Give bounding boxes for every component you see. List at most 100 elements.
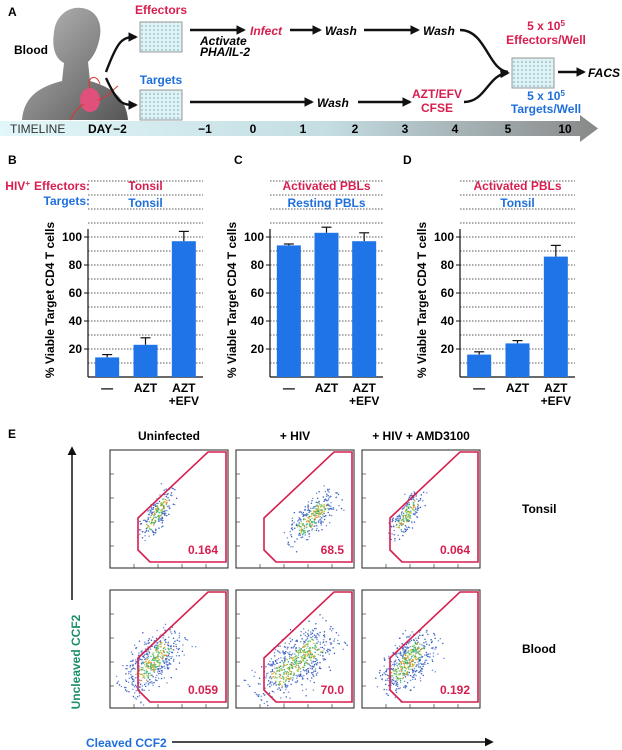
event-dot bbox=[284, 646, 287, 649]
gate bbox=[389, 591, 479, 703]
event-dot bbox=[147, 677, 150, 679]
event-dot bbox=[391, 678, 393, 681]
event-dot bbox=[259, 683, 261, 685]
event-dot bbox=[303, 674, 305, 677]
event-dot bbox=[404, 504, 407, 507]
event-dot bbox=[151, 682, 153, 685]
event-dot bbox=[161, 512, 163, 515]
event-dot bbox=[399, 679, 402, 682]
event-dot bbox=[166, 660, 168, 663]
event-dot bbox=[301, 676, 304, 679]
event-dot bbox=[301, 533, 304, 536]
event-dot bbox=[316, 636, 318, 639]
event-dot bbox=[129, 671, 132, 673]
event-dot bbox=[406, 513, 408, 516]
event-dot bbox=[283, 692, 285, 694]
event-dot bbox=[311, 638, 313, 641]
event-dot bbox=[172, 637, 175, 640]
event-dot bbox=[322, 657, 324, 660]
event-dot bbox=[417, 646, 419, 649]
event-dot bbox=[115, 675, 118, 678]
event-dot bbox=[158, 516, 161, 519]
event-dot bbox=[313, 525, 315, 527]
event-dot bbox=[315, 510, 318, 513]
event-dot bbox=[379, 674, 382, 677]
event-dot bbox=[409, 679, 412, 682]
event-dot bbox=[338, 643, 340, 645]
event-dot bbox=[131, 675, 133, 677]
event-dot bbox=[299, 510, 301, 513]
event-dot bbox=[293, 511, 296, 514]
event-dot bbox=[419, 497, 422, 500]
event-dot bbox=[151, 518, 153, 521]
event-dot bbox=[310, 510, 312, 512]
event-dot bbox=[308, 535, 311, 538]
event-dot bbox=[297, 534, 300, 536]
event-dot bbox=[302, 669, 305, 671]
event-dot bbox=[322, 617, 324, 619]
event-dot bbox=[302, 532, 305, 535]
event-dot bbox=[117, 680, 120, 682]
event-dot bbox=[426, 629, 428, 632]
event-dot bbox=[304, 662, 306, 665]
event-dot bbox=[318, 502, 321, 504]
event-dot bbox=[310, 521, 313, 523]
event-dot bbox=[133, 686, 136, 688]
event-dot bbox=[403, 657, 405, 659]
event-dot bbox=[298, 660, 300, 663]
event-dot bbox=[139, 520, 141, 523]
event-dot bbox=[308, 511, 310, 514]
event-dot bbox=[320, 508, 323, 511]
event-dot bbox=[146, 652, 148, 655]
event-dot bbox=[286, 537, 289, 539]
event-dot bbox=[381, 673, 384, 676]
event-dot bbox=[410, 506, 413, 509]
event-dot bbox=[311, 500, 313, 502]
event-dot bbox=[323, 506, 325, 509]
effectors-title: Tonsil bbox=[128, 179, 162, 193]
event-dot bbox=[322, 650, 324, 652]
event-dot bbox=[391, 674, 394, 677]
event-dot bbox=[326, 504, 328, 507]
event-dot bbox=[310, 507, 312, 510]
event-dot bbox=[398, 526, 400, 528]
event-dot bbox=[152, 504, 155, 507]
event-dot bbox=[422, 665, 424, 668]
event-dot bbox=[310, 633, 312, 635]
event-dot bbox=[163, 634, 165, 637]
event-dot bbox=[286, 677, 288, 680]
event-dot bbox=[306, 643, 309, 645]
event-dot bbox=[142, 676, 144, 679]
event-dot bbox=[273, 651, 276, 654]
event-dot bbox=[392, 525, 395, 527]
event-dot bbox=[279, 645, 282, 647]
event-dot bbox=[280, 667, 282, 670]
event-dot bbox=[137, 654, 140, 657]
event-dot bbox=[329, 642, 332, 644]
event-dot bbox=[391, 663, 394, 666]
event-dot bbox=[147, 530, 150, 532]
event-dot bbox=[154, 505, 157, 508]
x-tick-label: AZT bbox=[134, 381, 158, 395]
event-dot bbox=[157, 677, 160, 679]
event-dot bbox=[149, 667, 151, 669]
event-dot bbox=[325, 619, 327, 622]
event-dot bbox=[163, 498, 165, 500]
event-dot bbox=[304, 529, 306, 532]
panel-label: D bbox=[403, 153, 412, 167]
coculture-plate bbox=[511, 57, 555, 89]
event-dot bbox=[155, 529, 157, 532]
event-dot bbox=[308, 647, 311, 649]
event-dot bbox=[338, 504, 340, 507]
event-dot bbox=[118, 684, 121, 686]
event-dot bbox=[319, 661, 321, 664]
event-dot bbox=[318, 511, 321, 514]
event-dot bbox=[409, 661, 412, 664]
event-dot bbox=[431, 660, 434, 662]
event-dot bbox=[150, 669, 152, 671]
event-dot bbox=[396, 656, 399, 658]
event-dot bbox=[418, 663, 420, 665]
event-dot bbox=[310, 677, 313, 679]
event-dot bbox=[412, 508, 414, 511]
event-dot bbox=[150, 661, 152, 664]
